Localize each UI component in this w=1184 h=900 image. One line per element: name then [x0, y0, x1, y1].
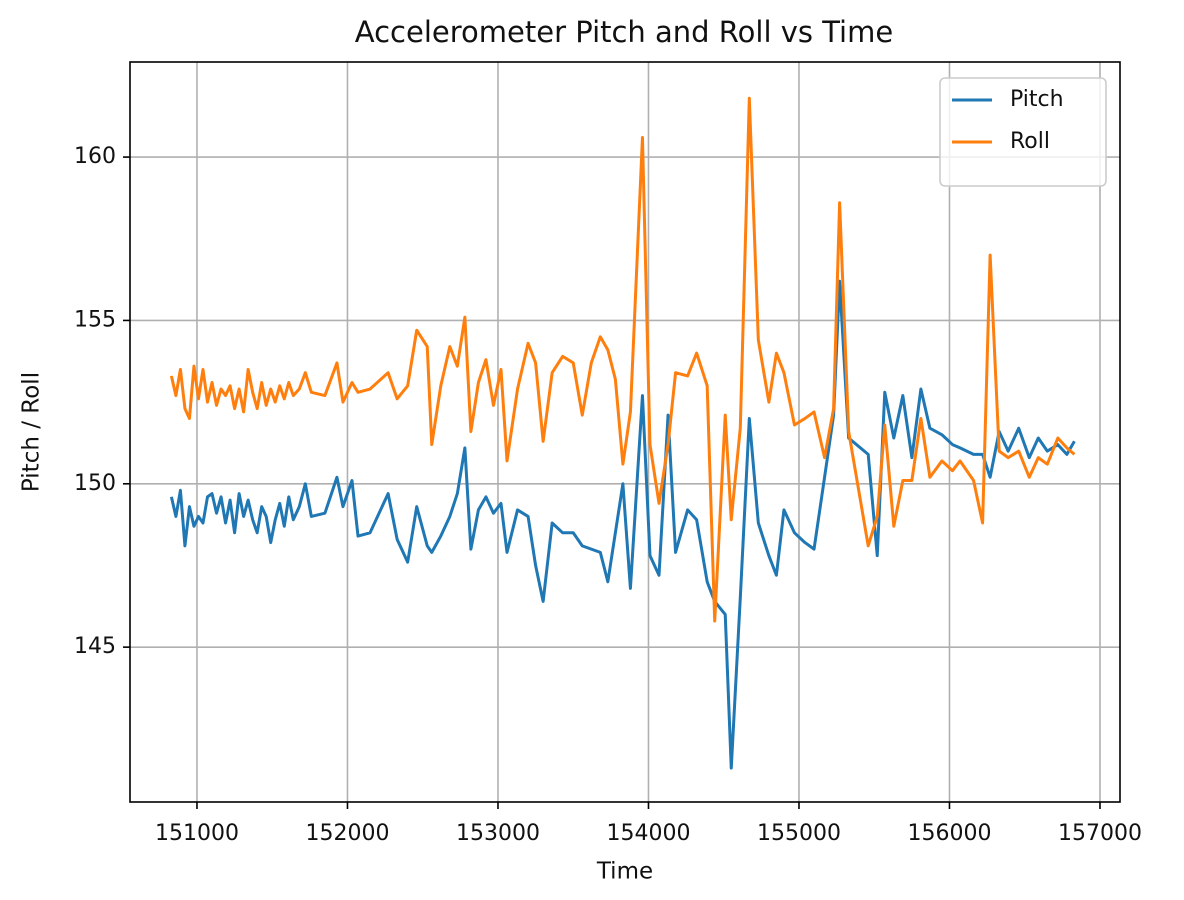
- x-tick-label: 155000: [757, 821, 841, 846]
- x-tick-label: 153000: [456, 821, 540, 846]
- chart-title: Accelerometer Pitch and Roll vs Time: [355, 15, 893, 49]
- legend-label: Pitch: [1010, 87, 1064, 112]
- data-line: [169, 96, 1076, 623]
- x-tick-label: 157000: [1058, 821, 1142, 846]
- data-line: [169, 279, 1076, 770]
- x-tick-label: 152000: [305, 821, 389, 846]
- plot-frame: [129, 61, 1121, 803]
- x-tick-label: 151000: [155, 821, 239, 846]
- legend-box: [939, 77, 1107, 187]
- x-axis-label: Time: [596, 859, 653, 885]
- x-tick-label: 156000: [907, 821, 991, 846]
- y-axis-label: Pitch / Roll: [19, 372, 45, 492]
- y-tick-label: 160: [74, 144, 116, 169]
- y-tick-label: 150: [74, 471, 116, 496]
- y-tick-label: 145: [74, 634, 116, 659]
- legend-label: Roll: [1010, 129, 1050, 154]
- y-tick-label: 155: [74, 307, 116, 332]
- x-tick-label: 154000: [606, 821, 690, 846]
